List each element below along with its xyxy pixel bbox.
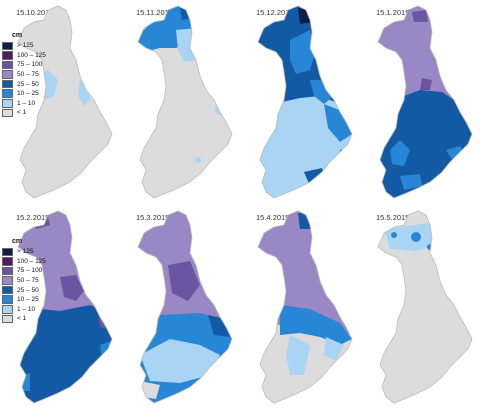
legend-row: 100 – 125	[2, 257, 72, 267]
legend-label: 50 – 75	[17, 71, 39, 79]
panel-date-label: 15.11.2014	[136, 8, 173, 17]
legend-label: 1 – 10	[17, 99, 36, 107]
map-panel-6: 15.3.2015	[120, 205, 240, 410]
legend-swatch	[2, 89, 13, 99]
legend-swatch	[2, 99, 13, 108]
legend-row: 10 – 25	[2, 89, 72, 99]
legend-row: 10 – 25	[2, 295, 72, 305]
legend-row: 75 – 100	[2, 60, 72, 70]
snow-depth-map	[137, 210, 233, 404]
map-panel-8: 15.5.2015	[360, 205, 480, 410]
map-panel-1: 15.10.2014	[0, 0, 120, 205]
legend-swatch	[2, 51, 13, 60]
snow-depth-map	[257, 210, 353, 404]
legend-label: < 1	[17, 315, 27, 323]
legend-top: cm > 125 100 – 125 75 – 100 50 – 75 25 – 50 1…	[2, 32, 72, 118]
legend-label: < 1	[17, 109, 27, 117]
legend-row: < 1	[2, 108, 72, 118]
panel-date-label: 15.3.2015	[136, 213, 170, 222]
legend-row: < 1	[2, 314, 72, 324]
legend-swatch	[2, 295, 13, 305]
legend-label: > 125	[17, 248, 34, 256]
map-panel-2: 15.11.2014	[120, 0, 240, 205]
legend-row: 1 – 10	[2, 305, 72, 315]
legend-row: 1 – 10	[2, 99, 72, 109]
legend-swatch	[2, 266, 13, 276]
panel-date-label: 15.2.2015	[16, 213, 50, 222]
legend-swatch	[2, 305, 13, 314]
legend-row: 75 – 100	[2, 266, 72, 276]
legend-row: 25 – 50	[2, 285, 72, 295]
panel-date-label: 15.12.2014	[256, 8, 294, 17]
snow-depth-map	[377, 5, 473, 199]
legend-label: > 125	[17, 42, 34, 50]
legend-row: 25 – 50	[2, 79, 72, 89]
legend-label: 25 – 50	[17, 80, 39, 88]
legend-label: 10 – 25	[17, 90, 39, 98]
legend-unit: cm	[12, 238, 23, 245]
map-panel-5: 15.2.2015	[0, 205, 120, 410]
legend-swatch	[2, 247, 13, 257]
legend-row: > 125	[2, 247, 72, 257]
panel-date-label: 15.5.2015	[376, 213, 410, 222]
legend-swatch	[2, 70, 13, 79]
map-panel-4: 15.1.2015	[360, 0, 480, 205]
snow-depth-map	[17, 5, 113, 199]
snow-depth-map	[377, 210, 473, 404]
legend-swatch	[2, 41, 13, 51]
legend-bottom: cm > 125 100 – 125 75 – 100 50 – 75 25 – 50 1…	[2, 238, 72, 324]
legend-label: 75 – 100	[17, 61, 43, 69]
legend-label: 100 – 125	[17, 257, 46, 265]
map-panel-7: 15.4.2015	[240, 205, 360, 410]
legend-row: > 125	[2, 41, 72, 51]
map-panel-3: 15.12.2014	[240, 0, 360, 205]
panel-date-label: 15.1.2015	[376, 8, 410, 17]
legend-label: 100 – 125	[17, 51, 46, 59]
snow-depth-map	[137, 5, 233, 199]
legend-label: 25 – 50	[17, 286, 39, 294]
panel-date-label: 15.10.2014	[16, 8, 54, 17]
legend-swatch	[2, 276, 13, 285]
legend-swatch	[2, 314, 13, 324]
legend-row: 100 – 125	[2, 51, 72, 61]
legend-unit: cm	[12, 32, 23, 39]
legend-swatch	[2, 108, 13, 118]
legend-label: 1 – 10	[17, 305, 36, 313]
legend-label: 50 – 75	[17, 277, 39, 285]
legend-swatch	[2, 79, 13, 89]
legend-row: 50 – 75	[2, 70, 72, 80]
legend-swatch	[2, 285, 13, 295]
legend-row: 50 – 75	[2, 276, 72, 286]
snow-depth-map	[17, 210, 113, 404]
legend-label: 10 – 25	[17, 296, 39, 304]
panel-date-label: 15.4.2015	[256, 213, 290, 222]
legend-swatch	[2, 257, 13, 266]
legend-swatch	[2, 60, 13, 70]
snow-depth-map	[257, 5, 353, 199]
legend-label: 75 – 100	[17, 267, 43, 275]
